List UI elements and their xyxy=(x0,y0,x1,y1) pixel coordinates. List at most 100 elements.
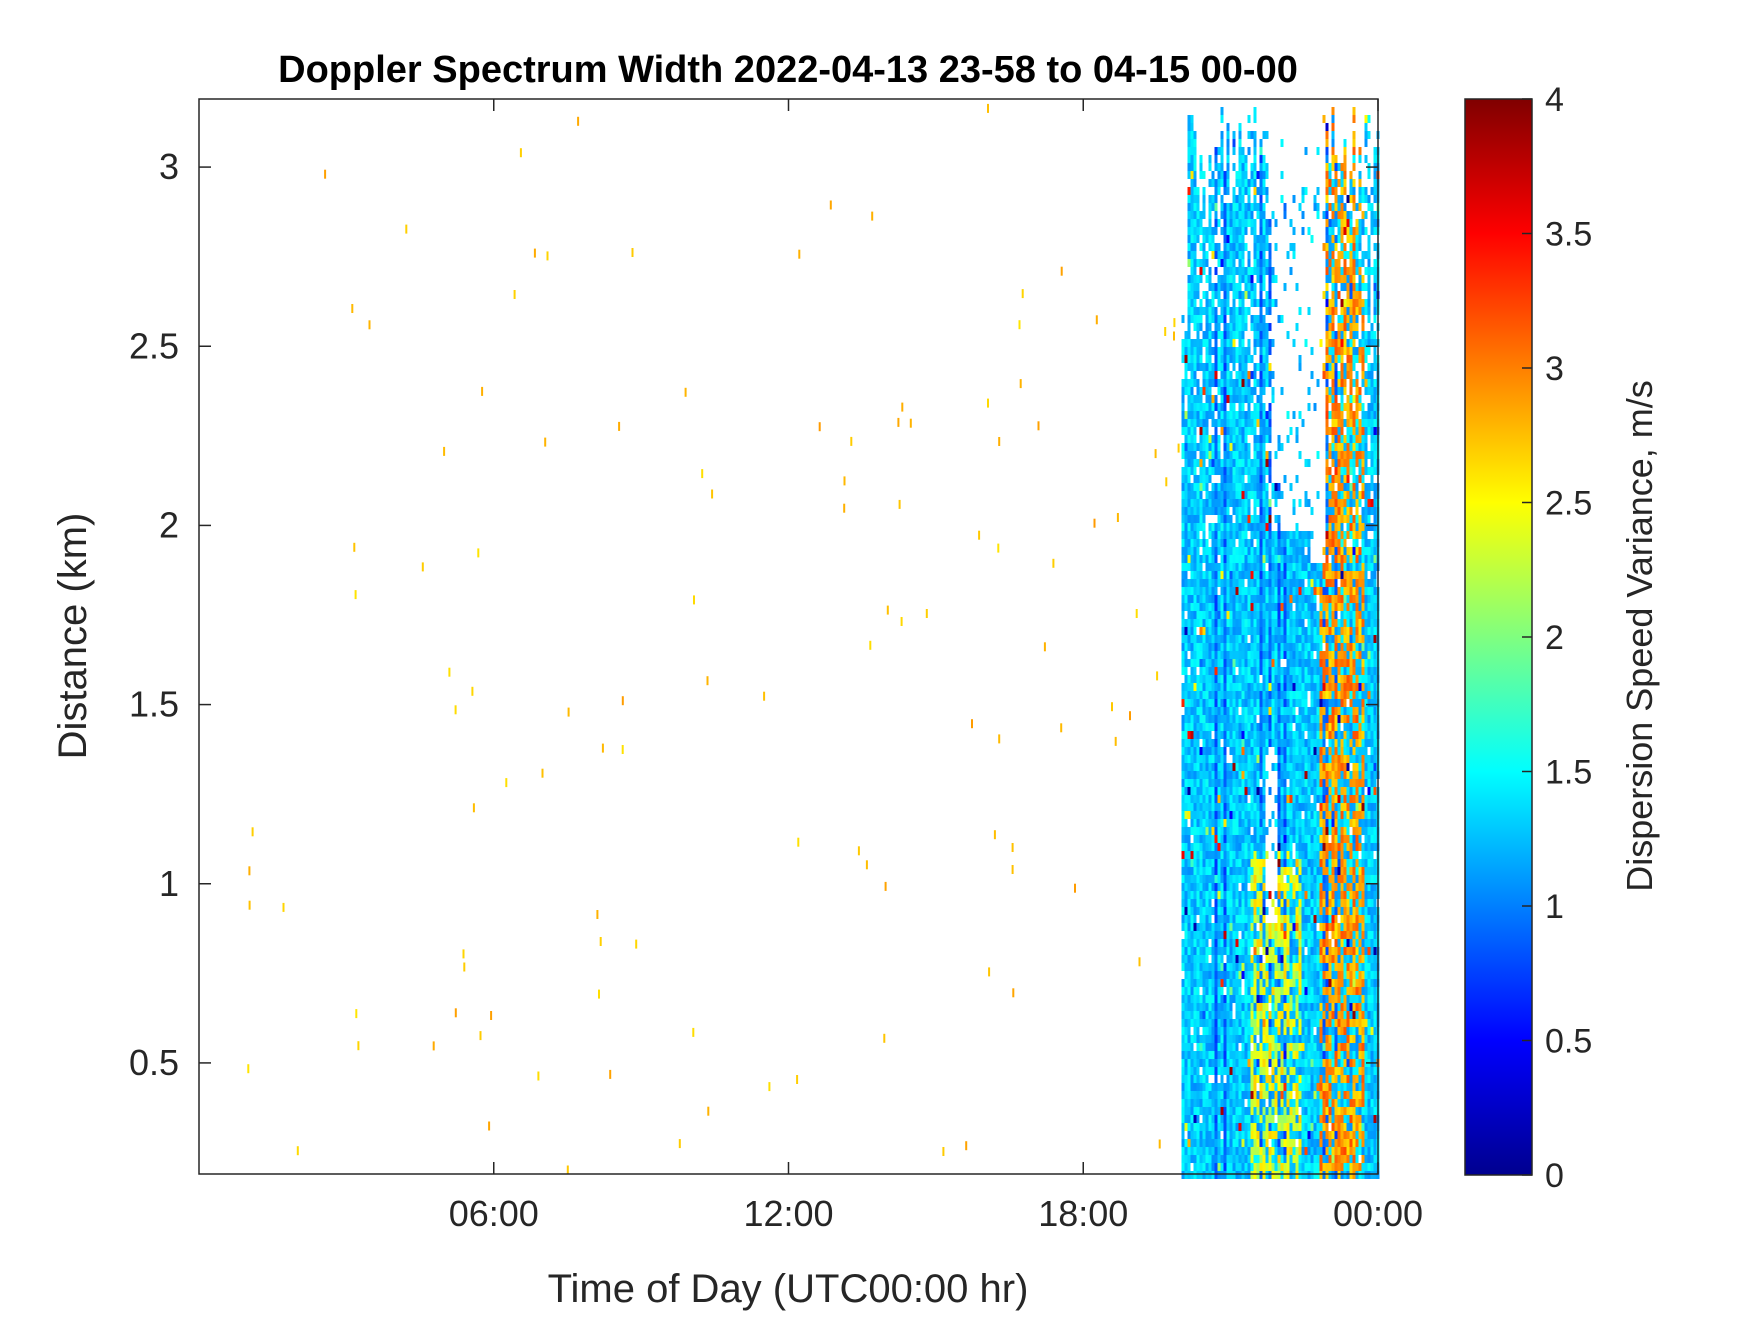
heatmap-cell xyxy=(1298,539,1302,547)
heatmap-cell xyxy=(1238,1011,1242,1019)
heatmap-cell xyxy=(1304,971,1308,979)
heatmap-cell xyxy=(1235,323,1239,331)
heatmap-cell xyxy=(1265,491,1269,499)
heatmap-cell xyxy=(1250,955,1254,963)
heatmap-cell xyxy=(1217,635,1221,643)
heatmap-cell xyxy=(1181,891,1185,899)
heatmap-cell xyxy=(1271,843,1275,851)
heatmap-cell xyxy=(1226,475,1230,483)
heatmap-cell xyxy=(1256,467,1260,475)
heatmap-cell xyxy=(1217,883,1221,891)
heatmap-cell xyxy=(1262,1163,1266,1171)
heatmap-cell xyxy=(1202,779,1206,787)
heatmap-cell xyxy=(1217,611,1221,619)
heatmap-cell xyxy=(1232,899,1236,907)
heatmap-cell xyxy=(1310,955,1314,963)
heatmap-cell xyxy=(1262,1043,1266,1051)
heatmap-cell xyxy=(1217,1027,1221,1035)
heatmap-cell xyxy=(1226,1043,1230,1051)
heatmap-cell xyxy=(1220,587,1224,595)
heatmap-cell xyxy=(1277,715,1281,723)
heatmap-cell xyxy=(1253,1035,1257,1043)
heatmap-cell xyxy=(1199,955,1203,963)
heatmap-cell xyxy=(1247,859,1251,867)
heatmap-cell xyxy=(1256,339,1260,347)
heatmap-cell xyxy=(1250,1067,1254,1075)
heatmap-cell xyxy=(1199,507,1203,515)
heatmap-cell xyxy=(1247,691,1251,699)
heatmap-cell xyxy=(1184,755,1188,763)
heatmap-cell xyxy=(1208,715,1212,723)
heatmap-cell xyxy=(1316,739,1320,747)
heatmap-cell xyxy=(1253,699,1257,707)
heatmap-cell xyxy=(1280,1059,1284,1067)
heatmap-cell xyxy=(1217,251,1221,259)
heatmap-cell xyxy=(1214,555,1218,563)
heatmap-cell xyxy=(1190,1107,1194,1115)
heatmap-cell xyxy=(1271,643,1275,651)
heatmap-cell xyxy=(1211,1147,1215,1155)
heatmap-cell xyxy=(1238,451,1242,459)
heatmap-cell xyxy=(1205,1139,1209,1147)
heatmap-cell xyxy=(1187,435,1191,443)
heatmap-cell xyxy=(1181,667,1185,675)
heatmap-cell xyxy=(477,548,480,558)
heatmap-cell xyxy=(1202,819,1206,827)
heatmap-cell xyxy=(1250,1059,1254,1067)
heatmap-cell xyxy=(1214,939,1218,947)
heatmap-cell xyxy=(1196,515,1200,523)
heatmap-cell xyxy=(1217,379,1221,387)
heatmap-cell xyxy=(1205,755,1209,763)
heatmap-cell xyxy=(1250,219,1254,227)
heatmap-cell xyxy=(1283,803,1287,811)
heatmap-cell xyxy=(1211,403,1215,411)
heatmap-cell xyxy=(1256,539,1260,547)
heatmap-cell xyxy=(1184,635,1188,643)
heatmap-cell xyxy=(1313,1139,1317,1147)
heatmap-cell xyxy=(1220,1107,1224,1115)
heatmap-cell xyxy=(1196,755,1200,763)
heatmap-cell xyxy=(1220,1083,1224,1091)
heatmap-cell xyxy=(1220,971,1224,979)
heatmap-cell xyxy=(1298,1091,1302,1099)
heatmap-cell xyxy=(1199,539,1203,547)
heatmap-cell xyxy=(1316,211,1320,219)
heatmap-cell xyxy=(1250,907,1254,915)
heatmap-cell xyxy=(1247,1131,1251,1139)
heatmap-cell xyxy=(1193,947,1197,955)
heatmap-cell xyxy=(1244,387,1248,395)
heatmap-cell xyxy=(1235,771,1239,779)
heatmap-cell xyxy=(1196,531,1200,539)
heatmap-cell xyxy=(1298,859,1302,867)
heatmap-cell xyxy=(1217,283,1221,291)
heatmap-cell xyxy=(1193,403,1197,411)
heatmap-cell xyxy=(1235,891,1239,899)
heatmap-cell xyxy=(1241,771,1245,779)
heatmap-cell xyxy=(1301,1091,1305,1099)
heatmap-cell xyxy=(1241,763,1245,771)
heatmap-cell xyxy=(1193,875,1197,883)
heatmap-cell xyxy=(1199,475,1203,483)
heatmap-cell xyxy=(1310,707,1314,715)
heatmap-cell xyxy=(1220,1059,1224,1067)
heatmap-cell xyxy=(1304,1019,1308,1027)
heatmap-cell xyxy=(1226,651,1230,659)
heatmap-cell xyxy=(1235,595,1239,603)
heatmap-cell xyxy=(1202,483,1206,491)
heatmap-cell xyxy=(1274,603,1278,611)
heatmap-cell xyxy=(1241,1163,1245,1171)
heatmap-cell xyxy=(1214,827,1218,835)
heatmap-cell xyxy=(1244,923,1248,931)
heatmap-cell xyxy=(1223,179,1227,187)
heatmap-cell xyxy=(1271,667,1275,675)
heatmap-cell xyxy=(1304,683,1308,691)
heatmap-cell xyxy=(1304,875,1308,883)
heatmap-cell xyxy=(1205,1043,1209,1051)
heatmap-cell xyxy=(1208,867,1212,875)
heatmap-cell xyxy=(1214,747,1218,755)
heatmap-cell xyxy=(1238,1003,1242,1011)
heatmap-cell xyxy=(1319,627,1323,635)
heatmap-cell xyxy=(843,503,846,513)
heatmap-cell xyxy=(1298,947,1302,955)
heatmap-cell xyxy=(1244,163,1248,171)
